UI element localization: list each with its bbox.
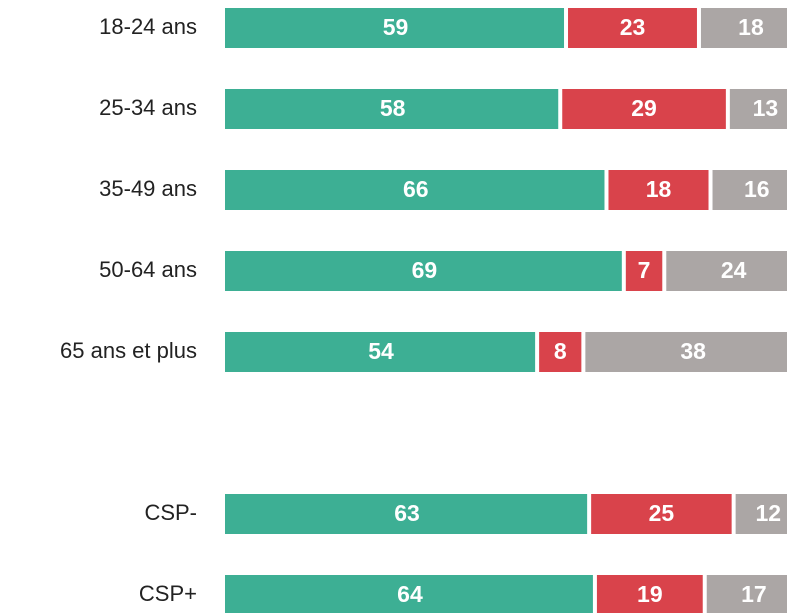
bar-segment bbox=[225, 170, 605, 210]
value-label: 16 bbox=[744, 176, 770, 202]
value-label: 24 bbox=[721, 257, 747, 283]
value-label: 69 bbox=[412, 257, 438, 283]
bar-segment bbox=[225, 332, 536, 372]
value-label: 18 bbox=[738, 14, 764, 40]
bar-segment bbox=[568, 8, 697, 48]
value-label: 23 bbox=[620, 14, 646, 40]
bar-segment bbox=[596, 575, 703, 613]
value-label: 29 bbox=[631, 95, 657, 121]
category-label: 35-49 ans bbox=[99, 176, 197, 201]
bar-segment bbox=[225, 251, 622, 291]
category-label: 50-64 ans bbox=[99, 257, 197, 282]
value-label: 19 bbox=[637, 581, 663, 607]
value-label: 38 bbox=[680, 338, 706, 364]
bar-segment bbox=[585, 332, 787, 372]
bar-segment bbox=[729, 89, 787, 129]
bar-segment bbox=[225, 494, 588, 534]
bar-segment bbox=[539, 332, 582, 372]
value-label: 58 bbox=[380, 95, 406, 121]
value-label: 64 bbox=[397, 581, 423, 607]
category-label: 25-34 ans bbox=[99, 95, 197, 120]
bar-segment bbox=[562, 89, 726, 129]
value-label: 17 bbox=[741, 581, 767, 607]
category-label: CSP- bbox=[144, 500, 197, 525]
value-label: 63 bbox=[394, 500, 420, 526]
value-label: 59 bbox=[383, 14, 409, 40]
value-label: 54 bbox=[368, 338, 394, 364]
bar-segment bbox=[712, 170, 787, 210]
value-label: 7 bbox=[638, 257, 651, 283]
category-label: 18-24 ans bbox=[99, 14, 197, 39]
bar-segment bbox=[225, 89, 559, 129]
bar-segment bbox=[706, 575, 787, 613]
value-label: 18 bbox=[646, 176, 672, 202]
bar-segment bbox=[608, 170, 709, 210]
bar-segment bbox=[625, 251, 663, 291]
bar-segment bbox=[735, 494, 787, 534]
value-label: 13 bbox=[753, 95, 779, 121]
category-label: CSP+ bbox=[139, 581, 197, 606]
value-label: 25 bbox=[649, 500, 675, 526]
value-label: 8 bbox=[554, 338, 567, 364]
category-label: 65 ans et plus bbox=[60, 338, 197, 363]
value-label: 66 bbox=[403, 176, 429, 202]
bar-segment bbox=[225, 575, 593, 613]
bar-segment bbox=[666, 251, 787, 291]
bar-segment bbox=[225, 8, 565, 48]
bar-segment bbox=[591, 494, 732, 534]
bar-segment bbox=[700, 8, 787, 48]
value-label: 12 bbox=[756, 500, 782, 526]
